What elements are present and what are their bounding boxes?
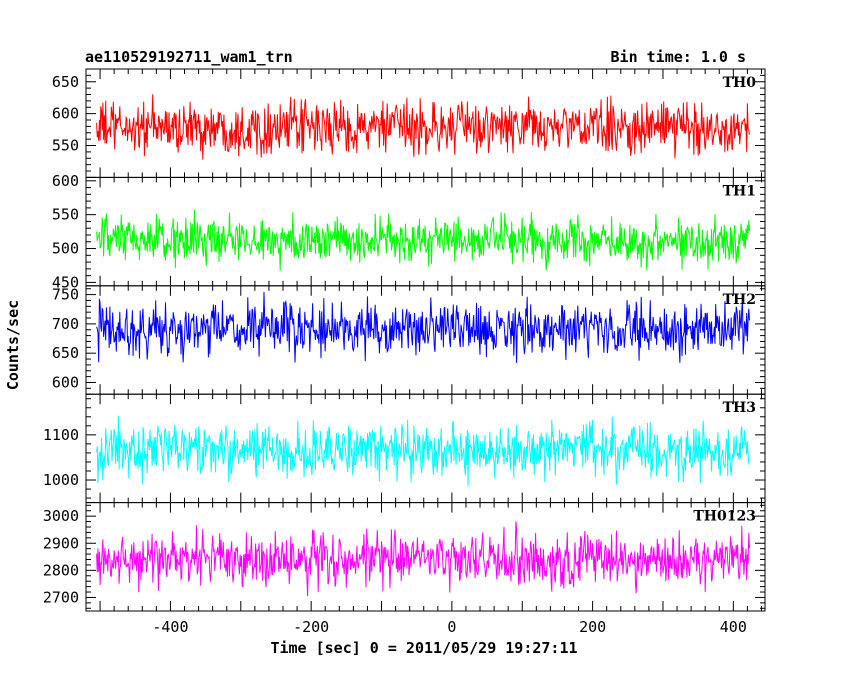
panel-label-th0: TH0 bbox=[723, 75, 757, 91]
panel-th0123: 2700 2800 2900 3000 TH0123 bbox=[43, 502, 766, 612]
series-line-th1 bbox=[96, 209, 750, 271]
y-tick-label: 2800 bbox=[43, 561, 79, 579]
y-tick-label: 500 bbox=[52, 240, 79, 258]
panel-frame bbox=[85, 502, 766, 612]
panel-th0: 550 600 650 TH0 bbox=[52, 68, 766, 178]
y-tick-label: 550 bbox=[52, 206, 79, 224]
y-tick-label: 750 bbox=[52, 286, 79, 304]
y-tick-label: 1100 bbox=[43, 426, 79, 444]
series-line-th0 bbox=[96, 94, 750, 160]
series-line-th3 bbox=[96, 415, 750, 486]
y-axis-label: Counts/sec bbox=[4, 300, 22, 390]
panel-label-th3: TH3 bbox=[723, 400, 756, 416]
panel-label-th1: TH1 bbox=[723, 183, 756, 199]
y-tick-label: 650 bbox=[52, 73, 79, 91]
bin-time-label: Bin time: 1.0 s bbox=[611, 48, 746, 66]
y-tick-label: 2700 bbox=[43, 588, 79, 606]
y-tick-label: 450 bbox=[52, 273, 79, 291]
y-tick-label: 3000 bbox=[43, 507, 79, 525]
y-tick-label: 650 bbox=[52, 344, 79, 362]
panels-group: 550 600 650 TH0 450 500 550 600 TH1 600 650 700 750 T… bbox=[43, 68, 766, 612]
y-tick-label: 550 bbox=[52, 137, 79, 155]
x-tick-label: 200 bbox=[579, 618, 606, 636]
panel-label-th2: TH2 bbox=[723, 292, 756, 308]
y-tick-label: 600 bbox=[52, 105, 79, 123]
x-tick-label: -400 bbox=[152, 618, 188, 636]
x-axis-label: Time [sec] 0 = 2011/05/29 19:27:11 bbox=[270, 639, 577, 657]
panel-th1: 450 500 550 600 TH1 bbox=[52, 172, 766, 291]
y-tick-label: 600 bbox=[52, 172, 79, 190]
x-tick-label: 0 bbox=[447, 618, 456, 636]
y-tick-label: 1000 bbox=[43, 471, 79, 489]
y-tick-label: 2900 bbox=[43, 534, 79, 552]
y-tick-label: 600 bbox=[52, 373, 79, 391]
panel-th2: 600 650 700 750 TH2 bbox=[52, 285, 766, 395]
chart-title: ae110529192711_wam1_trn bbox=[85, 48, 293, 66]
panel-label-th0123: TH0123 bbox=[693, 509, 756, 525]
series-line-th0123 bbox=[96, 521, 750, 597]
series-line-th2 bbox=[96, 291, 750, 363]
x-tick-label: 400 bbox=[720, 618, 747, 636]
y-tick-label: 700 bbox=[52, 315, 79, 333]
panel-th3: 1000 1100 TH3 bbox=[43, 393, 766, 504]
x-axis: -400 -200 0 200 400 bbox=[152, 618, 747, 636]
x-tick-label: -200 bbox=[293, 618, 329, 636]
